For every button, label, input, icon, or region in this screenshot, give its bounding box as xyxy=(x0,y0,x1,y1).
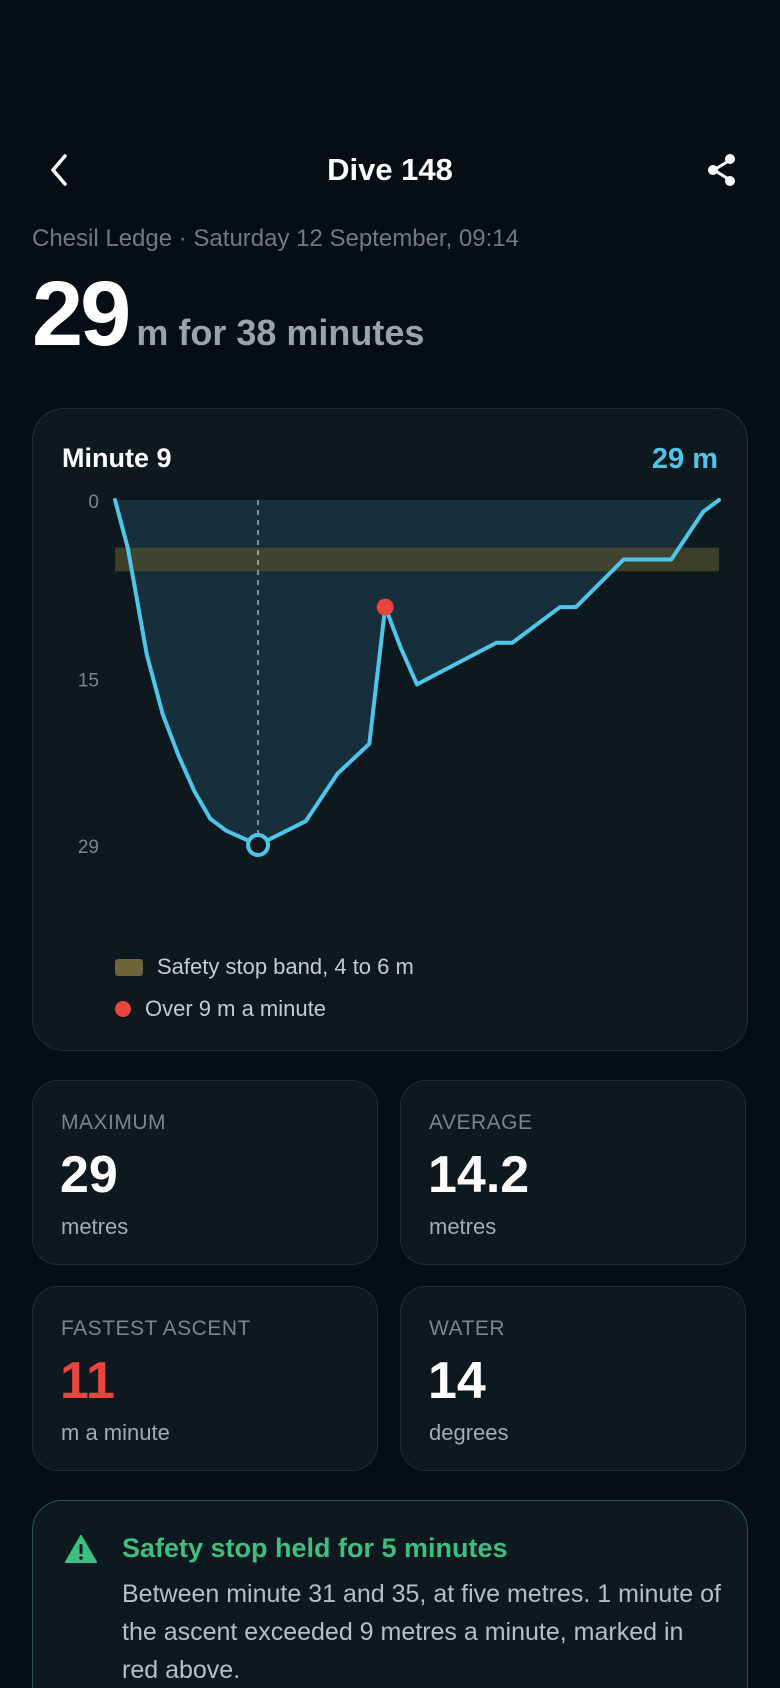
stat-card-average: AVERAGE 14.2 metres xyxy=(400,1080,746,1265)
stat-unit: m a minute xyxy=(61,1420,170,1445)
dive-location-date: Chesil Ledge · Saturday 12 September, 09… xyxy=(32,225,519,252)
stat-label: WATER xyxy=(429,1317,505,1340)
legend-band-swatch xyxy=(115,958,143,976)
legend-band-label: Safety stop band, 4 to 6 m xyxy=(157,954,414,979)
stat-value: 11 xyxy=(60,1352,115,1410)
depth-profile-line xyxy=(113,498,721,847)
back-button[interactable] xyxy=(40,150,80,190)
y-tick-label: 0 xyxy=(88,492,99,513)
top-bar: Dive 148 xyxy=(0,140,780,200)
alert-title: Safety stop held for 5 minutes xyxy=(122,1533,508,1563)
legend-fast-label: Over 9 m a minute xyxy=(145,996,326,1021)
dive-summary: 29 m for 38 minutes xyxy=(32,268,424,360)
fast-ascent-point xyxy=(376,598,394,616)
stat-label: AVERAGE xyxy=(429,1111,533,1134)
stat-card-maximum: MAXIMUM 29 metres xyxy=(32,1080,378,1265)
stat-unit: degrees xyxy=(429,1420,509,1445)
y-tick-label: 29 xyxy=(78,837,99,858)
safety-stop-band xyxy=(115,547,719,572)
depth-profile-card: Minute 9 29 m 0 15 29 Safety stop band, 4 … xyxy=(32,408,748,1051)
depth-profile-chart[interactable]: 0 15 29 xyxy=(33,409,749,1052)
stat-value: 14.2 xyxy=(428,1146,530,1204)
stat-unit: metres xyxy=(429,1214,497,1239)
summary-detail: m for 38 minutes xyxy=(136,312,425,353)
legend-fast-ascent: Over 9 m a minute xyxy=(115,996,326,1022)
share-button[interactable] xyxy=(702,150,742,190)
stat-label: MAXIMUM xyxy=(61,1111,166,1134)
stat-card-water: WATER 14 degrees xyxy=(400,1286,746,1471)
alert-body: Between minute 31 and 35, at five metres… xyxy=(122,1580,721,1684)
page-title: Dive 148 xyxy=(327,152,453,187)
warning-icon xyxy=(65,1535,97,1563)
depth-area-fill xyxy=(115,500,719,845)
stat-value: 14 xyxy=(428,1352,486,1410)
cursor-depth-value: 29 m xyxy=(651,443,718,475)
safety-stop-alert: Safety stop held for 5 minutes Between m… xyxy=(32,1500,748,1688)
max-depth-value: 29 xyxy=(32,263,131,365)
legend-fast-dot xyxy=(115,1001,131,1017)
stat-card-fastest-ascent: FASTEST ASCENT 11 m a minute xyxy=(32,1286,378,1471)
y-tick-label: 15 xyxy=(78,670,99,691)
share-icon xyxy=(708,154,735,186)
stat-value: 29 xyxy=(60,1146,118,1204)
legend-safety-band: Safety stop band, 4 to 6 m xyxy=(115,954,414,980)
stat-unit: metres xyxy=(61,1214,129,1239)
cursor-minute-label: Minute 9 xyxy=(62,443,172,473)
stat-label: FASTEST ASCENT xyxy=(61,1317,251,1340)
cursor-marker xyxy=(246,833,271,857)
chevron-left-icon xyxy=(51,154,67,186)
